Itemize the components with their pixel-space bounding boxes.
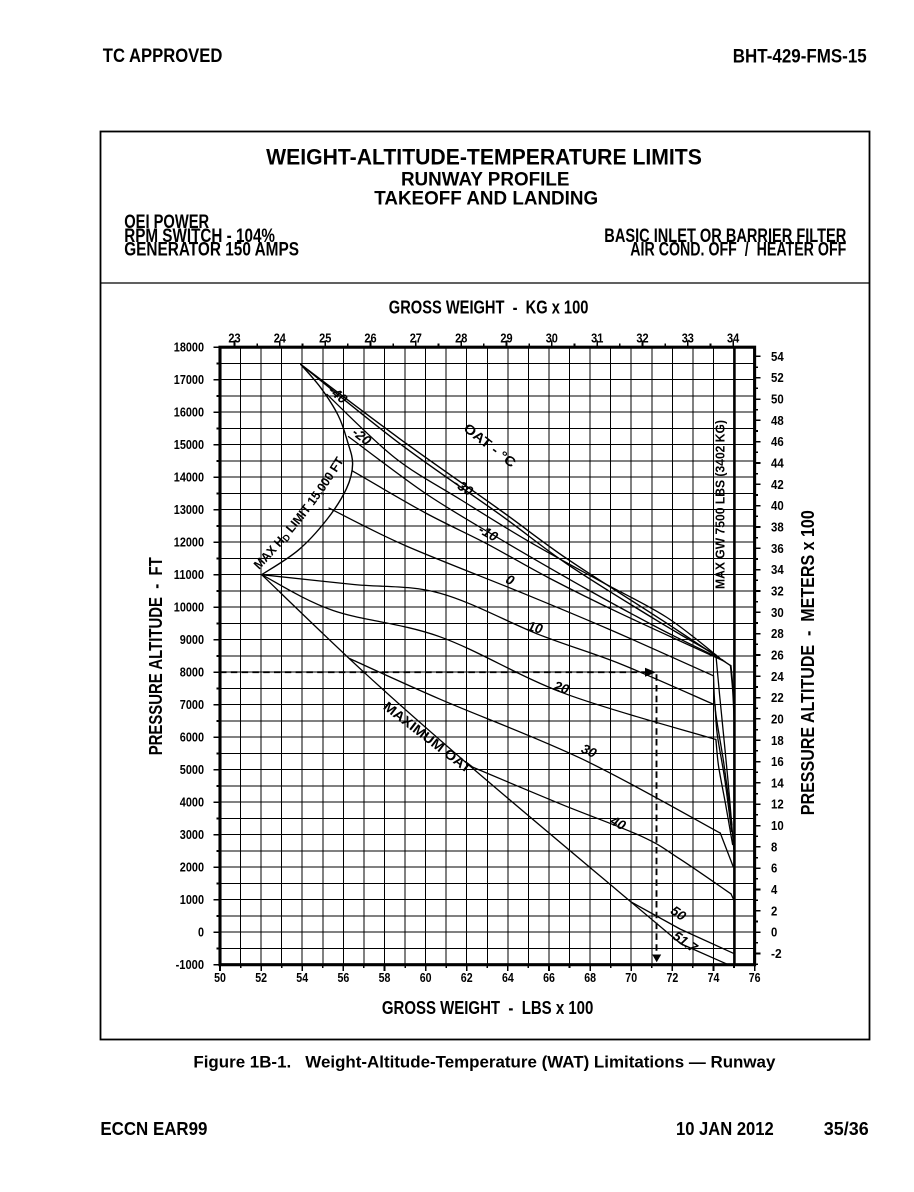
- svg-text:18000: 18000: [174, 340, 204, 355]
- svg-text:GENERATOR 150 AMPS: GENERATOR 150 AMPS: [124, 240, 299, 261]
- svg-text:10 JAN 2012: 10 JAN 2012: [676, 1118, 774, 1139]
- svg-text:16: 16: [771, 754, 784, 769]
- svg-text:34: 34: [771, 562, 784, 577]
- svg-text:TAKEOFF AND LANDING: TAKEOFF AND LANDING: [374, 188, 598, 209]
- svg-text:OEI POWER: OEI POWER: [124, 212, 209, 233]
- svg-text:-2: -2: [771, 946, 782, 961]
- svg-text:0: 0: [771, 925, 777, 940]
- svg-text:36: 36: [771, 541, 784, 556]
- svg-text:BHT-429-FMS-15: BHT-429-FMS-15: [733, 47, 867, 68]
- svg-text:48: 48: [771, 413, 784, 428]
- svg-text:46: 46: [771, 434, 784, 449]
- svg-text:AIR COND. OFF / HEATER OFF: AIR COND. OFF / HEATER OFF: [630, 240, 846, 261]
- svg-text:28: 28: [455, 330, 467, 345]
- svg-text:PRESSURE ALTITUDE - METERS x: PRESSURE ALTITUDE - METERS x 100: [797, 510, 818, 815]
- svg-text:2: 2: [771, 903, 777, 918]
- svg-text:54: 54: [296, 970, 308, 985]
- svg-text:66: 66: [543, 970, 555, 985]
- svg-text:76: 76: [749, 970, 761, 985]
- svg-text:12000: 12000: [174, 535, 204, 550]
- svg-text:5000: 5000: [180, 762, 204, 777]
- svg-text:GROSS WEIGHT - LBS x 100: GROSS WEIGHT - LBS x 100: [382, 997, 594, 1018]
- svg-text:RPM SWITCH - 104%: RPM SWITCH - 104%: [124, 226, 275, 247]
- svg-text:60: 60: [420, 970, 432, 985]
- svg-text:42: 42: [771, 477, 784, 492]
- svg-text:50: 50: [214, 970, 226, 985]
- svg-text:TC APPROVED: TC APPROVED: [103, 46, 223, 67]
- svg-text:18: 18: [771, 733, 784, 748]
- svg-text:26: 26: [771, 648, 784, 663]
- svg-text:26: 26: [364, 330, 376, 345]
- svg-text:10: 10: [526, 619, 545, 637]
- svg-text:1000: 1000: [180, 892, 204, 907]
- svg-text:72: 72: [667, 970, 679, 985]
- svg-text:31: 31: [591, 330, 603, 345]
- svg-text:35/36: 35/36: [824, 1118, 869, 1139]
- svg-text:20: 20: [551, 678, 571, 697]
- svg-text:20: 20: [771, 711, 784, 726]
- svg-text:50: 50: [771, 392, 784, 407]
- svg-text:8: 8: [771, 839, 777, 854]
- svg-text:BASIC INLET OR BARRIER FILTER: BASIC INLET OR BARRIER FILTER: [604, 226, 846, 247]
- svg-text:14: 14: [771, 775, 784, 790]
- svg-text:14000: 14000: [174, 470, 204, 485]
- svg-text:6: 6: [771, 861, 777, 876]
- svg-text:27: 27: [410, 330, 422, 345]
- svg-text:8000: 8000: [180, 665, 204, 680]
- svg-text:24: 24: [771, 669, 784, 684]
- svg-text:3000: 3000: [180, 827, 204, 842]
- svg-text:MAX GW 7500 LBS (3402 KG): MAX GW 7500 LBS (3402 KG): [714, 420, 728, 589]
- svg-text:10: 10: [771, 818, 784, 833]
- svg-text:17000: 17000: [174, 372, 204, 387]
- svg-text:WEIGHT-ALTITUDE-TEMPERATURE LI: WEIGHT-ALTITUDE-TEMPERATURE LIMITS: [266, 145, 702, 170]
- svg-text:15000: 15000: [174, 437, 204, 452]
- svg-text:10000: 10000: [174, 600, 204, 615]
- svg-text:54: 54: [771, 349, 784, 364]
- svg-text:11000: 11000: [174, 567, 204, 582]
- svg-text:30: 30: [771, 605, 784, 620]
- svg-text:32: 32: [636, 330, 648, 345]
- svg-text:30: 30: [579, 741, 599, 761]
- svg-text:RUNWAY PROFILE: RUNWAY PROFILE: [401, 169, 570, 190]
- svg-text:52: 52: [771, 370, 784, 385]
- svg-text:30: 30: [546, 330, 558, 345]
- svg-text:9000: 9000: [180, 632, 204, 647]
- svg-text:Figure 1B-1. Weight-Altitude: Figure 1B-1. Weight-Altitude-Temperature…: [193, 1052, 776, 1071]
- svg-text:-1000: -1000: [176, 957, 204, 972]
- svg-text:70: 70: [625, 970, 637, 985]
- svg-text:64: 64: [502, 970, 514, 985]
- svg-text:PRESSURE ALTITUDE - FT: PRESSURE ALTITUDE - FT: [145, 557, 166, 756]
- svg-text:4000: 4000: [180, 795, 204, 810]
- svg-text:13000: 13000: [174, 502, 204, 517]
- svg-text:33: 33: [682, 330, 694, 345]
- svg-text:68: 68: [584, 970, 596, 985]
- svg-text:24: 24: [274, 330, 287, 345]
- svg-text:44: 44: [771, 456, 784, 471]
- svg-text:74: 74: [708, 970, 720, 985]
- svg-text:29: 29: [500, 330, 512, 345]
- svg-text:40: 40: [607, 812, 629, 833]
- svg-text:0: 0: [198, 925, 204, 940]
- svg-text:22: 22: [771, 690, 784, 705]
- svg-text:34: 34: [727, 330, 740, 345]
- svg-text:23: 23: [228, 330, 240, 345]
- svg-text:2000: 2000: [180, 860, 204, 875]
- svg-text:38: 38: [771, 520, 784, 535]
- svg-text:7000: 7000: [180, 697, 204, 712]
- svg-text:12: 12: [771, 797, 784, 812]
- svg-text:56: 56: [338, 970, 350, 985]
- svg-text:16000: 16000: [174, 405, 204, 420]
- svg-text:40: 40: [771, 498, 784, 513]
- svg-text:25: 25: [319, 330, 331, 345]
- svg-text:GROSS WEIGHT - KG x 100: GROSS WEIGHT - KG x 100: [389, 297, 589, 318]
- svg-text:6000: 6000: [180, 730, 204, 745]
- svg-text:ECCN EAR99: ECCN EAR99: [100, 1118, 207, 1139]
- svg-text:28: 28: [771, 626, 784, 641]
- svg-text:32: 32: [771, 584, 784, 599]
- svg-text:58: 58: [379, 970, 391, 985]
- svg-text:4: 4: [771, 882, 778, 897]
- svg-text:62: 62: [461, 970, 473, 985]
- svg-text:52: 52: [255, 970, 267, 985]
